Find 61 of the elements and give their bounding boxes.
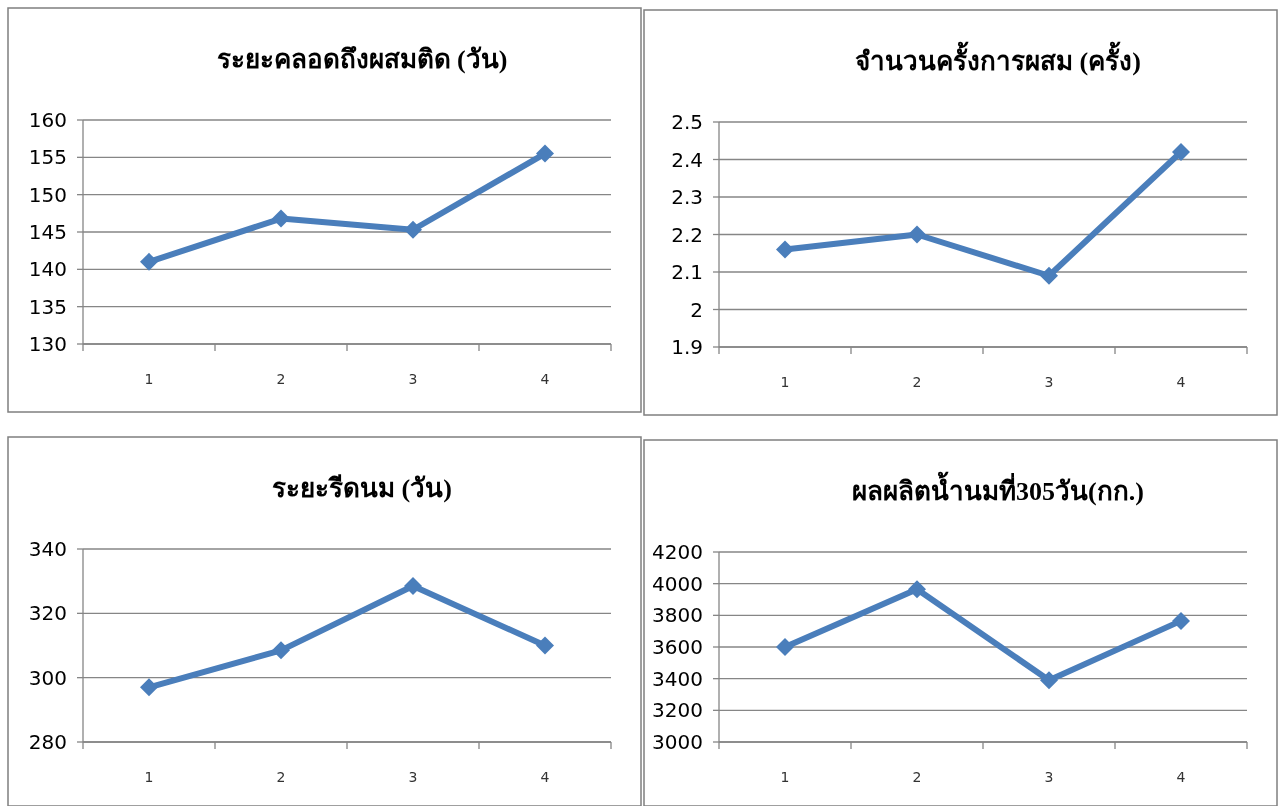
y-tick-label: 140 [28, 257, 67, 282]
y-tick-label: 135 [28, 294, 67, 319]
x-tick-label: 4 [540, 769, 550, 785]
x-tick-label: 3 [408, 371, 418, 387]
y-tick-label: 2.5 [671, 110, 703, 134]
y-tick-label: 2.4 [671, 147, 703, 172]
point [272, 209, 290, 228]
y-tick-label: 4000 [652, 571, 703, 596]
point [140, 252, 158, 271]
y-tick-label: 2.3 [671, 185, 703, 209]
x-tick-label: 1 [780, 374, 790, 390]
y-tick-label: 3600 [652, 635, 703, 659]
point [272, 641, 290, 660]
x-tick-label: 3 [1044, 374, 1054, 390]
chart-title: ระยะรีดนม (วัน) [272, 474, 452, 503]
y-tick-label: 3200 [652, 698, 703, 723]
chart-title: จำนวนครั้งการผสม (ครั้ง) [855, 41, 1141, 76]
point [404, 576, 422, 595]
x-tick-label: 3 [408, 769, 418, 785]
point [1040, 671, 1058, 690]
point [776, 638, 794, 656]
y-tick-label: 3000 [652, 730, 703, 754]
y-tick-label: 320 [28, 601, 67, 626]
point [536, 636, 554, 655]
point [1040, 266, 1058, 285]
chart-title: ระยะคลอดถึงผสมติด (วัน) [216, 45, 508, 74]
y-tick-label: 4200 [652, 540, 703, 564]
y-tick-label: 340 [28, 537, 67, 561]
y-tick-label: 155 [28, 145, 67, 170]
point [908, 225, 926, 244]
x-tick-label: 2 [276, 769, 286, 785]
chart-title: ผลผลิตน้ำนมที่305วัน(กก.) [852, 471, 1144, 506]
point [1172, 611, 1190, 630]
y-tick-label: 280 [28, 730, 67, 754]
y-tick-label: 3800 [652, 603, 703, 628]
y-tick-label: 130 [28, 332, 67, 356]
x-tick-label: 1 [780, 769, 790, 785]
y-tick-label: 1.9 [671, 335, 703, 359]
point [908, 580, 926, 599]
point [536, 144, 554, 163]
x-tick-label: 2 [912, 374, 922, 390]
point [1172, 143, 1190, 161]
y-tick-label: 3400 [652, 666, 703, 691]
point [776, 240, 794, 259]
y-tick-label: 2.1 [671, 260, 703, 284]
x-tick-label: 1 [144, 371, 154, 387]
y-tick-label: 160 [28, 108, 67, 132]
x-tick-label: 4 [1176, 374, 1186, 390]
x-tick-label: 4 [1176, 769, 1186, 785]
x-tick-label: 3 [1044, 769, 1054, 785]
y-tick-label: 2 [690, 297, 703, 322]
x-tick-label: 4 [540, 371, 550, 387]
y-tick-label: 145 [28, 220, 67, 244]
y-tick-label: 150 [28, 182, 67, 207]
point [404, 220, 422, 239]
x-tick-label: 1 [144, 769, 154, 785]
point [140, 678, 158, 697]
y-tick-label: 2.2 [671, 222, 703, 247]
x-tick-label: 2 [276, 371, 286, 387]
x-tick-label: 2 [912, 769, 922, 785]
y-tick-label: 300 [28, 665, 67, 690]
